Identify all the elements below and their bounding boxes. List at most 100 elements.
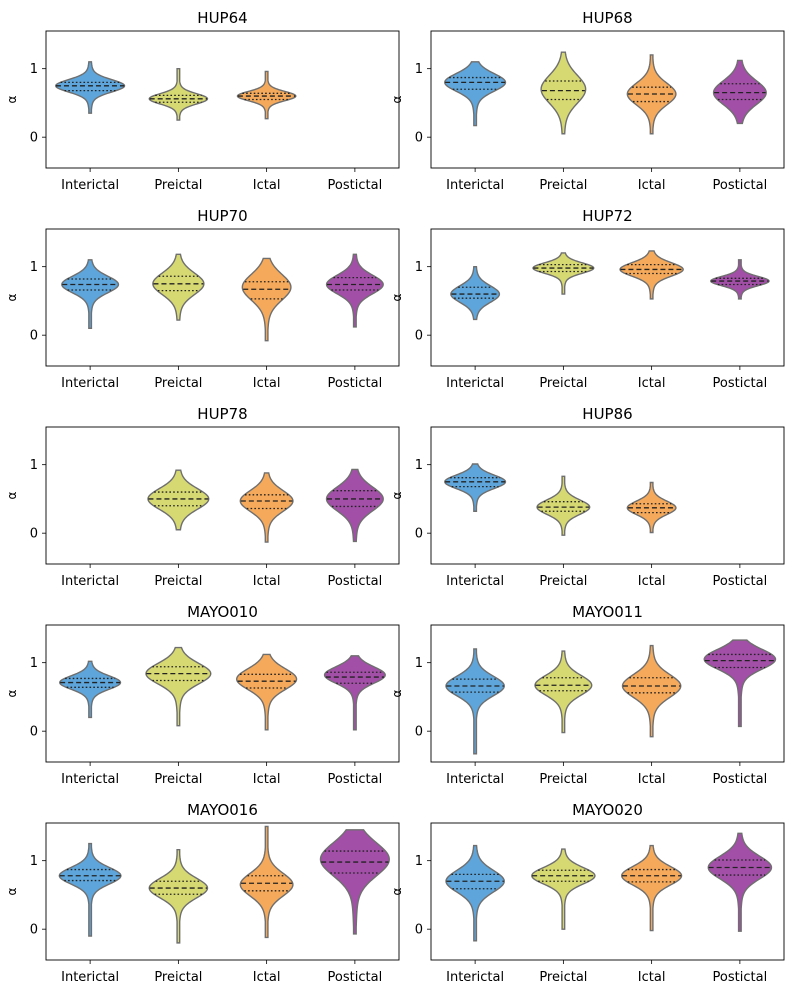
violin-postictal bbox=[325, 468, 384, 543]
y-tick-label: 0 bbox=[415, 923, 423, 938]
violin-postictal bbox=[319, 829, 390, 935]
y-tick-label: 1 bbox=[415, 854, 423, 869]
y-tick-label: 0 bbox=[30, 725, 38, 740]
x-tick-label: Ictal bbox=[638, 376, 666, 391]
violin-interictal bbox=[61, 259, 120, 330]
axes-frame bbox=[45, 30, 400, 169]
x-tick-label: Preictal bbox=[154, 376, 202, 391]
x-tick-label: Ictal bbox=[253, 772, 281, 787]
x-tick-label: Preictal bbox=[539, 376, 587, 391]
x-tick-label: Preictal bbox=[154, 772, 202, 787]
subplot-title: MAYO016 bbox=[187, 801, 258, 819]
violin-preictal bbox=[534, 650, 593, 734]
x-tick-label: Postictal bbox=[713, 178, 768, 193]
subplot-title: HUP72 bbox=[582, 207, 632, 225]
x-tick-label: Interictal bbox=[61, 772, 119, 787]
x-tick-label: Postictal bbox=[328, 574, 383, 589]
violin-preictal bbox=[148, 67, 209, 121]
subplot-hup72: HUP72 α 0 1 Interictal Preictal Ictal Postictal bbox=[390, 207, 785, 391]
violin-postictal bbox=[325, 253, 384, 328]
x-tick-label: Postictal bbox=[328, 376, 383, 391]
subplot-hup78: HUP78 α 0 1 Interictal Preictal Ictal Postictal bbox=[5, 405, 400, 589]
subplot-title: HUP78 bbox=[197, 405, 247, 423]
y-axis-label: α bbox=[390, 689, 404, 697]
subplot-title: HUP86 bbox=[582, 405, 632, 423]
axes-frame bbox=[430, 822, 785, 961]
x-tick-label: Postictal bbox=[713, 574, 768, 589]
violin-ictal bbox=[626, 481, 677, 534]
y-tick-label: 1 bbox=[415, 656, 423, 671]
x-tick-label: Preictal bbox=[154, 970, 202, 985]
subplot-mayo010: MAYO010 α 0 1 Interictal Preictal Ictal Postict… bbox=[5, 603, 400, 787]
subplot-hup86: HUP86 α 0 1 Interictal Preictal Ictal Postictal bbox=[390, 405, 785, 589]
axes-frame bbox=[430, 30, 785, 169]
y-tick-label: 1 bbox=[30, 260, 38, 275]
violin-ictal bbox=[620, 844, 683, 932]
violin-ictal bbox=[626, 54, 677, 135]
x-tick-label: Postictal bbox=[713, 376, 768, 391]
x-tick-label: Ictal bbox=[638, 772, 666, 787]
subplot-mayo011: MAYO011 α 0 1 Interictal Preictal Ictal Postict… bbox=[390, 603, 785, 787]
violin-preictal bbox=[152, 253, 205, 321]
y-axis-label: α bbox=[5, 491, 19, 499]
x-tick-label: Ictal bbox=[253, 178, 281, 193]
y-axis-label: α bbox=[5, 887, 19, 895]
x-tick-label: Ictal bbox=[253, 376, 281, 391]
subplot-title: HUP68 bbox=[582, 9, 632, 27]
violin-interictal bbox=[450, 265, 501, 321]
x-tick-label: Interictal bbox=[446, 970, 504, 985]
axes-frame bbox=[45, 822, 400, 961]
violin-interictal bbox=[58, 842, 122, 937]
x-tick-label: Ictal bbox=[638, 574, 666, 589]
x-tick-label: Preictal bbox=[539, 970, 587, 985]
y-axis-label: α bbox=[5, 293, 19, 301]
axes-frame bbox=[45, 624, 400, 763]
x-tick-label: Preictal bbox=[539, 574, 587, 589]
y-tick-label: 1 bbox=[30, 458, 38, 473]
axes-frame bbox=[45, 426, 400, 565]
violin-preictal bbox=[532, 252, 595, 295]
violin-ictal bbox=[621, 644, 682, 738]
y-tick-label: 1 bbox=[415, 260, 423, 275]
y-axis-label: α bbox=[5, 689, 19, 697]
violin-interictal bbox=[445, 648, 505, 755]
violin-preictal bbox=[147, 469, 210, 531]
axes-frame bbox=[430, 426, 785, 565]
x-tick-label: Postictal bbox=[328, 178, 383, 193]
violin-interictal bbox=[444, 463, 507, 512]
violin-preictal bbox=[145, 646, 212, 727]
violin-interictal bbox=[445, 844, 505, 942]
violin-postictal bbox=[712, 59, 767, 125]
x-tick-label: Interictal bbox=[61, 376, 119, 391]
violin-ictal bbox=[239, 825, 294, 939]
y-tick-label: 0 bbox=[30, 527, 38, 542]
axes-frame bbox=[430, 228, 785, 367]
x-tick-label: Interictal bbox=[446, 178, 504, 193]
y-tick-label: 0 bbox=[30, 923, 38, 938]
subplot-title: MAYO010 bbox=[187, 603, 258, 621]
axes-frame bbox=[430, 624, 785, 763]
x-tick-label: Interictal bbox=[61, 574, 119, 589]
y-axis-label: α bbox=[390, 491, 404, 499]
violin-ictal bbox=[236, 70, 297, 120]
y-tick-label: 0 bbox=[415, 725, 423, 740]
subplot-mayo020: MAYO020 α 0 1 Interictal Preictal Ictal Postict… bbox=[390, 801, 785, 985]
x-tick-label: Ictal bbox=[638, 970, 666, 985]
violin-interictal bbox=[55, 61, 126, 114]
violin-ictal bbox=[619, 250, 684, 300]
violin-preictal bbox=[148, 849, 209, 944]
violin-preictal bbox=[540, 51, 587, 135]
y-tick-label: 1 bbox=[415, 458, 423, 473]
subplot-hup68: HUP68 α 0 1 Interictal Preictal Ictal Postictal bbox=[390, 9, 785, 193]
violin-ictal bbox=[235, 653, 298, 731]
y-axis-label: α bbox=[5, 95, 19, 103]
subplot-hup64: HUP64 α 0 1 Interictal Preictal Ictal Postictal bbox=[5, 9, 400, 193]
x-tick-label: Interictal bbox=[446, 376, 504, 391]
violin-postictal bbox=[703, 639, 777, 728]
violin-postictal bbox=[707, 832, 773, 932]
subplot-title: HUP64 bbox=[197, 9, 247, 27]
violin-interictal bbox=[59, 660, 122, 719]
violin-preictal bbox=[531, 848, 596, 930]
y-tick-label: 1 bbox=[415, 62, 423, 77]
x-tick-label: Ictal bbox=[638, 178, 666, 193]
